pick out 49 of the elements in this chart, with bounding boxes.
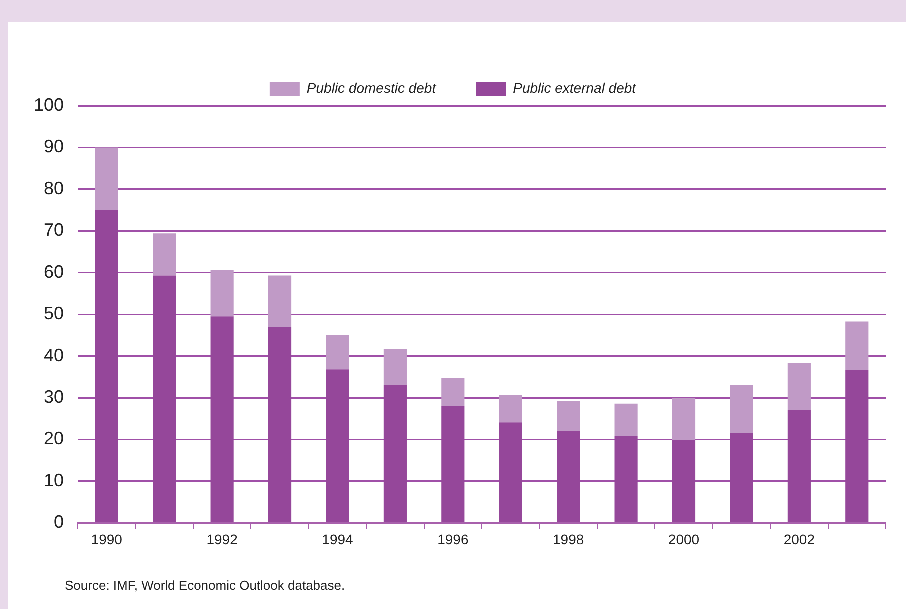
bar: [326, 370, 350, 522]
bar: [846, 322, 869, 371]
bar: [730, 386, 754, 434]
bar: [672, 398, 696, 440]
bar: [95, 148, 118, 210]
y-tick-label: 30: [44, 387, 64, 408]
bar: [499, 395, 522, 423]
y-tick-label: 100: [34, 94, 64, 115]
bar: [326, 335, 350, 370]
bar: [153, 234, 176, 276]
bar: [788, 410, 811, 522]
x-tick-label: 1996: [438, 531, 469, 548]
bar: [730, 433, 754, 522]
source-note: Source: IMF, World Economic Outlook database.: [65, 578, 346, 593]
bar: [268, 328, 292, 522]
y-tick-label: 0: [54, 512, 64, 532]
bar: [384, 349, 407, 386]
bar: [442, 378, 465, 406]
bar: [210, 270, 234, 317]
x-tick-label: 2000: [668, 531, 700, 548]
bar: [268, 276, 292, 328]
x-tick-label: 1994: [322, 531, 354, 548]
bar: [614, 436, 638, 522]
x-tick-label: 1990: [91, 531, 123, 548]
y-tick-label: 90: [44, 136, 64, 157]
bar: [614, 404, 638, 436]
x-tick-label: 2002: [784, 531, 816, 548]
y-tick-label: 70: [44, 220, 64, 240]
y-tick-label: 10: [44, 470, 64, 490]
bar: [788, 362, 811, 411]
x-tick-label: 1998: [553, 531, 584, 548]
legend-label: Public external debt: [513, 80, 638, 96]
x-tick-label: 1992: [206, 531, 238, 548]
bar: [210, 316, 234, 522]
y-tick-label: 20: [44, 428, 64, 449]
y-tick-label: 40: [44, 345, 64, 366]
y-tick-label: 60: [44, 262, 64, 282]
legend-label: Public domestic debt: [306, 80, 438, 96]
bar: [384, 386, 407, 522]
y-tick-label: 50: [44, 304, 64, 324]
bar: [557, 431, 580, 522]
bar: [442, 406, 465, 522]
bar: [95, 210, 118, 522]
y-tick-label: 80: [44, 178, 64, 198]
bar: [846, 370, 869, 522]
bar: [557, 400, 580, 432]
bar: [672, 440, 696, 522]
bar: [153, 276, 176, 522]
bar: [499, 422, 522, 522]
